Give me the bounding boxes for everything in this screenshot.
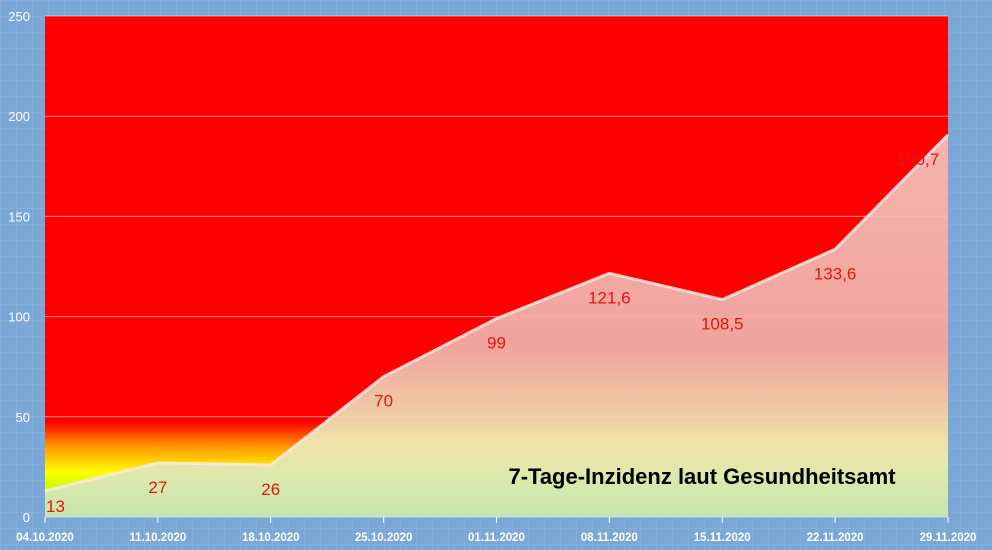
x-tick-label: 15.11.2020: [694, 532, 751, 544]
data-label: 26: [261, 480, 280, 499]
y-tick-label: 150: [8, 209, 30, 224]
data-label: 70: [374, 392, 393, 411]
x-tick-label: 29.11.2020: [920, 532, 977, 544]
data-label: 13: [46, 497, 65, 516]
data-labels: 13 27 26 70 99 121,6 108,5 133,6 190,7: [46, 150, 939, 516]
x-tick-label: 22.11.2020: [807, 532, 864, 544]
x-tick-label: 08.11.2020: [581, 532, 638, 544]
series-line: [44, 133, 950, 493]
x-tick-label: 01.11.2020: [468, 532, 525, 544]
x-tick-label: 04.10.2020: [16, 532, 74, 544]
data-label: 121,6: [588, 288, 631, 307]
y-tick-label: 250: [8, 9, 30, 24]
x-axis: 04.10.2020 11.10.2020 18.10.2020 25.10.2020…: [16, 517, 976, 544]
data-label: 99: [487, 334, 506, 353]
data-label: 108,5: [701, 315, 744, 334]
data-label: 27: [148, 478, 167, 497]
y-axis: 0 50 100 150 200 250: [8, 9, 30, 525]
y-tick-label: 200: [8, 109, 30, 124]
y-tick-label: 0: [23, 510, 30, 525]
y-tick-label: 100: [8, 310, 30, 325]
data-label: 190,7: [897, 150, 940, 169]
x-tick-label: 25.10.2020: [355, 532, 413, 544]
data-label: 133,6: [814, 264, 857, 283]
x-tick-label: 11.10.2020: [129, 532, 186, 544]
y-tick-label: 50: [16, 410, 30, 425]
x-tick-label: 18.10.2020: [242, 532, 300, 544]
chart-title: 7-Tage-Inzidenz laut Gesundheitsamt: [508, 464, 896, 489]
series-area: [45, 134, 948, 518]
